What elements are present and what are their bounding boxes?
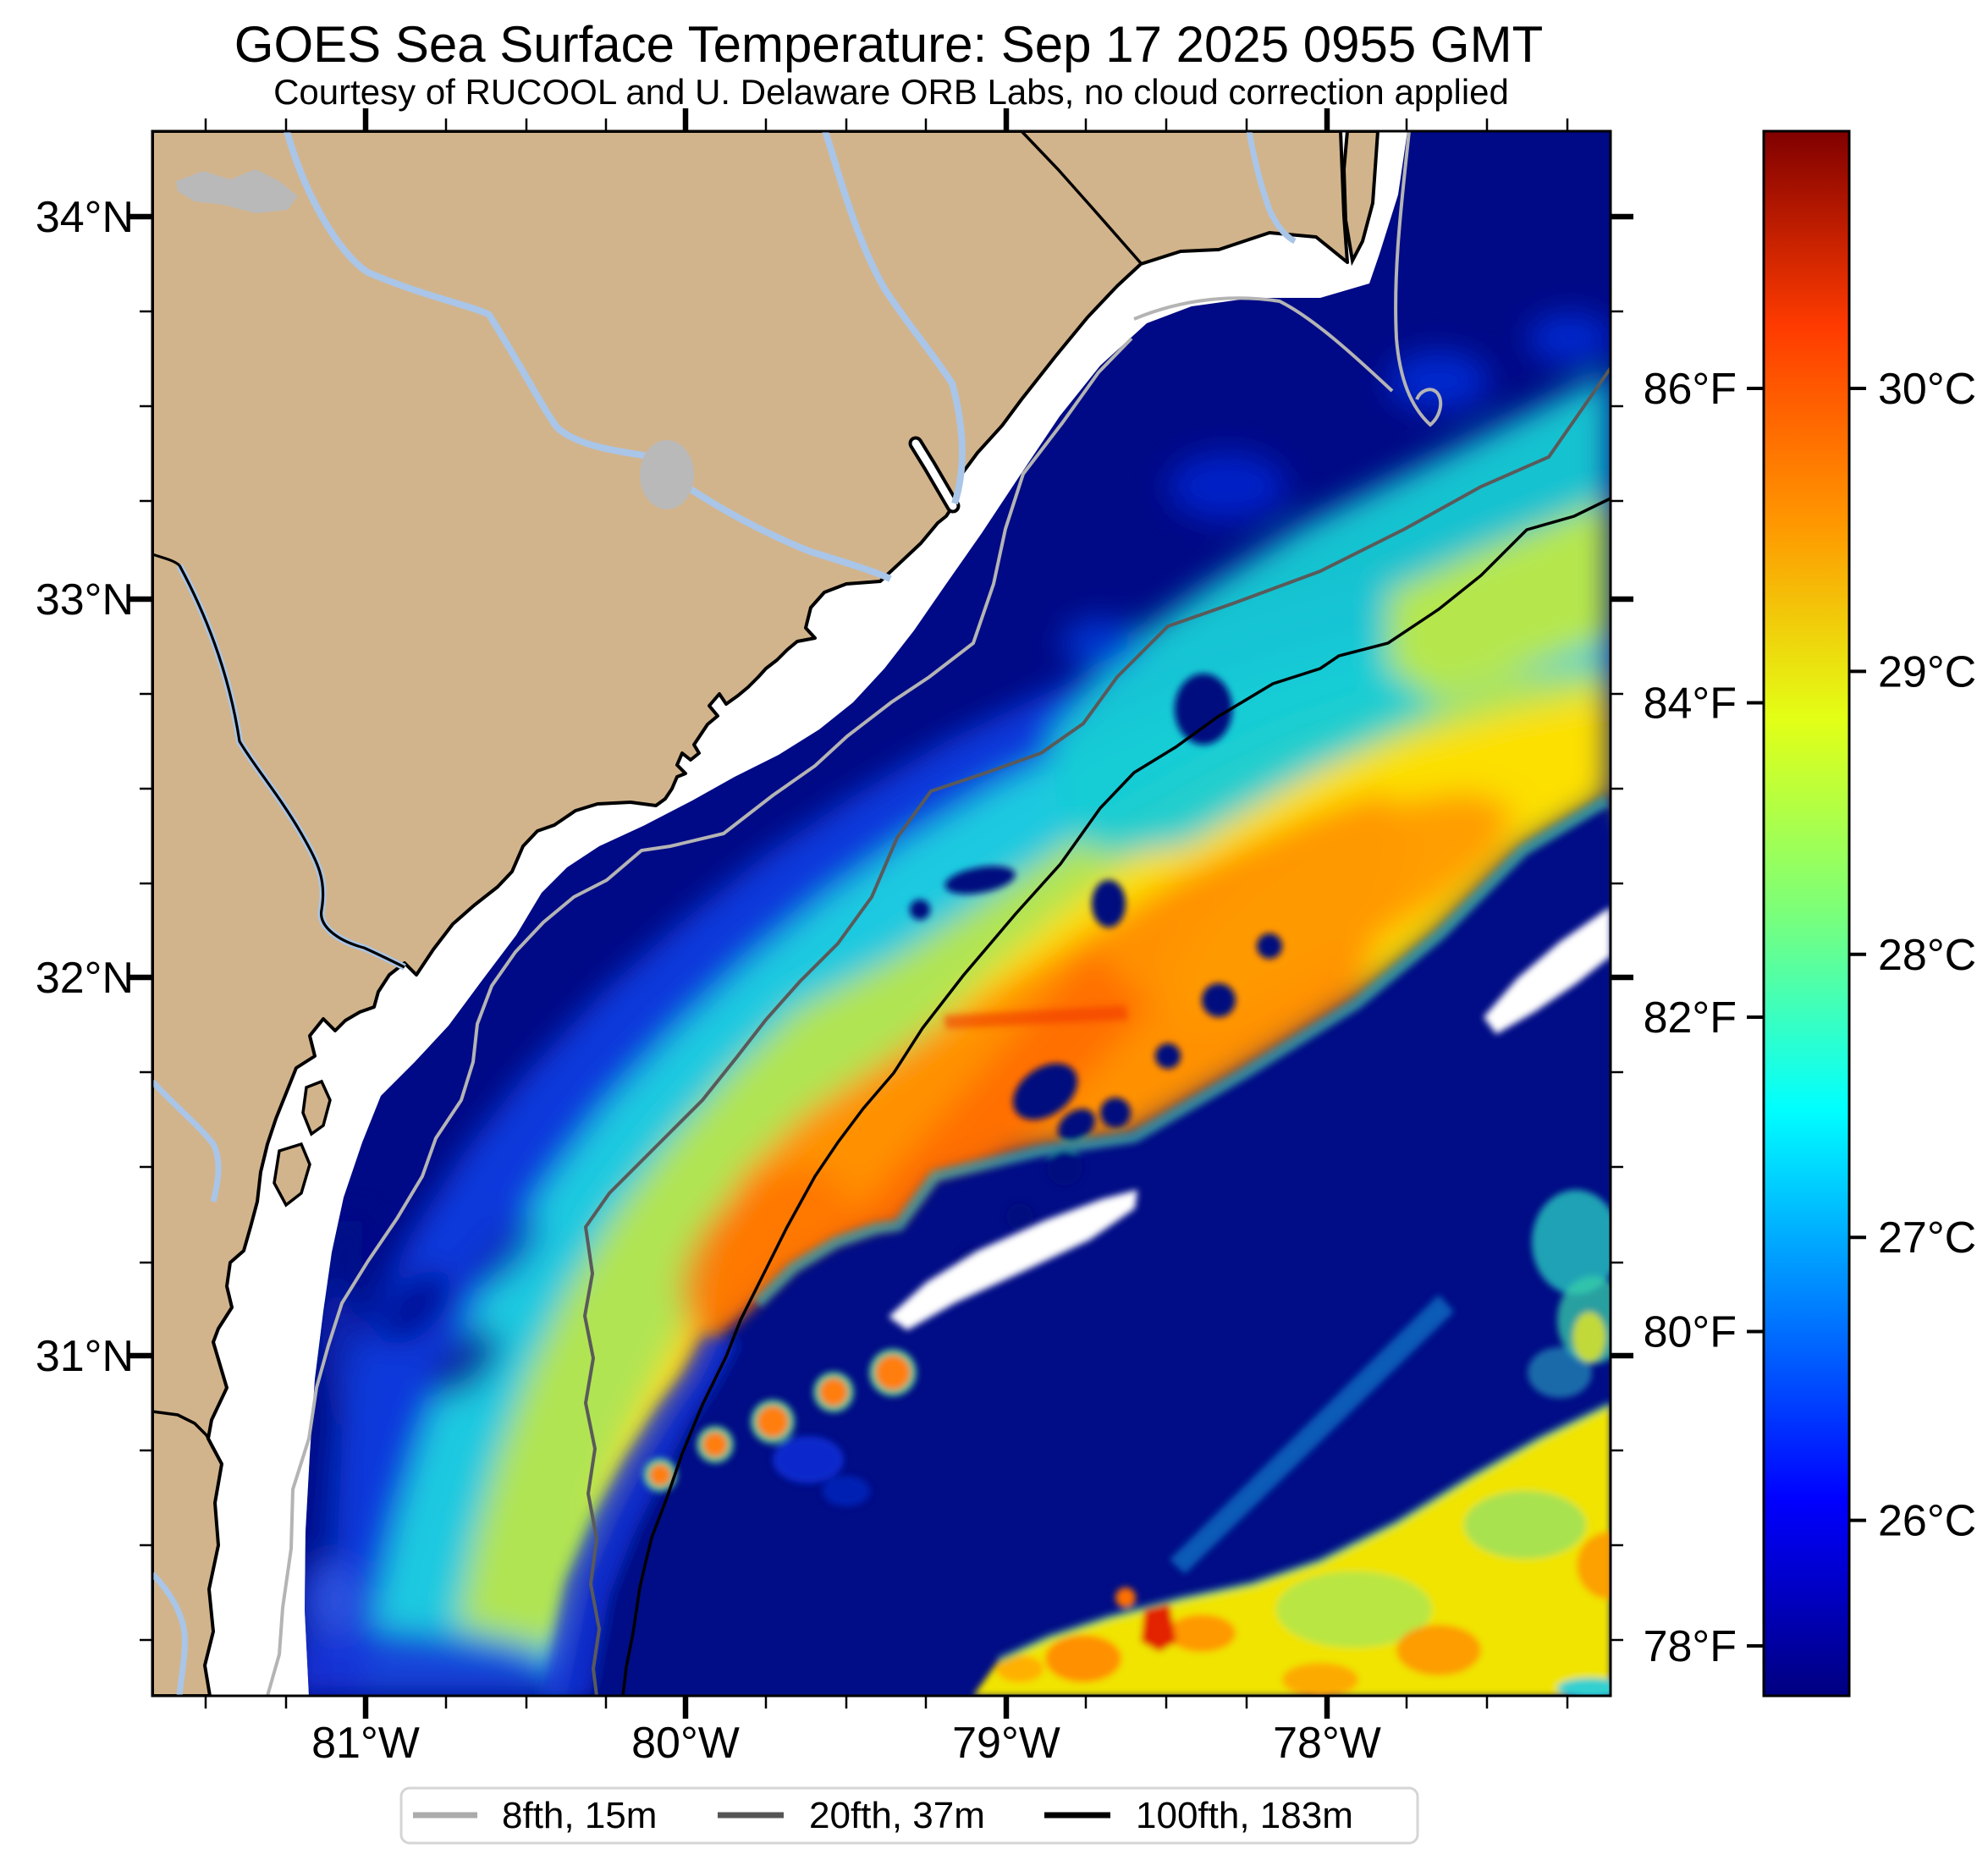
svg-text:100fth, 183m: 100fth, 183m	[1136, 1795, 1353, 1836]
svg-text:32°N: 32°N	[36, 954, 134, 1003]
svg-text:79°W: 79°W	[952, 1719, 1060, 1768]
svg-text:78°W: 78°W	[1273, 1719, 1381, 1768]
svg-text:30°C: 30°C	[1878, 365, 1976, 414]
svg-text:84°F: 84°F	[1644, 680, 1737, 729]
svg-text:Courtesy of RUCOOL and U. Dela: Courtesy of RUCOOL and U. Delaware ORB L…	[273, 72, 1509, 112]
svg-text:81°W: 81°W	[311, 1719, 420, 1768]
svg-text:80°W: 80°W	[631, 1719, 740, 1768]
svg-text:82°F: 82°F	[1644, 993, 1737, 1043]
svg-text:29°C: 29°C	[1878, 647, 1976, 696]
svg-text:27°C: 27°C	[1878, 1213, 1976, 1263]
svg-text:8fth, 15m: 8fth, 15m	[502, 1795, 657, 1836]
svg-text:80°F: 80°F	[1644, 1308, 1737, 1357]
svg-text:78°F: 78°F	[1644, 1622, 1737, 1671]
svg-text:28°C: 28°C	[1878, 931, 1976, 980]
svg-text:26°C: 26°C	[1878, 1497, 1976, 1546]
svg-text:34°N: 34°N	[36, 193, 134, 242]
svg-text:31°N: 31°N	[36, 1332, 134, 1381]
svg-text:20fth, 37m: 20fth, 37m	[809, 1795, 985, 1836]
svg-text:86°F: 86°F	[1644, 365, 1737, 414]
svg-text:33°N: 33°N	[36, 575, 134, 625]
svg-text:GOES Sea Surface Temperature:: GOES Sea Surface Temperature: Sep 17 202…	[234, 16, 1543, 73]
